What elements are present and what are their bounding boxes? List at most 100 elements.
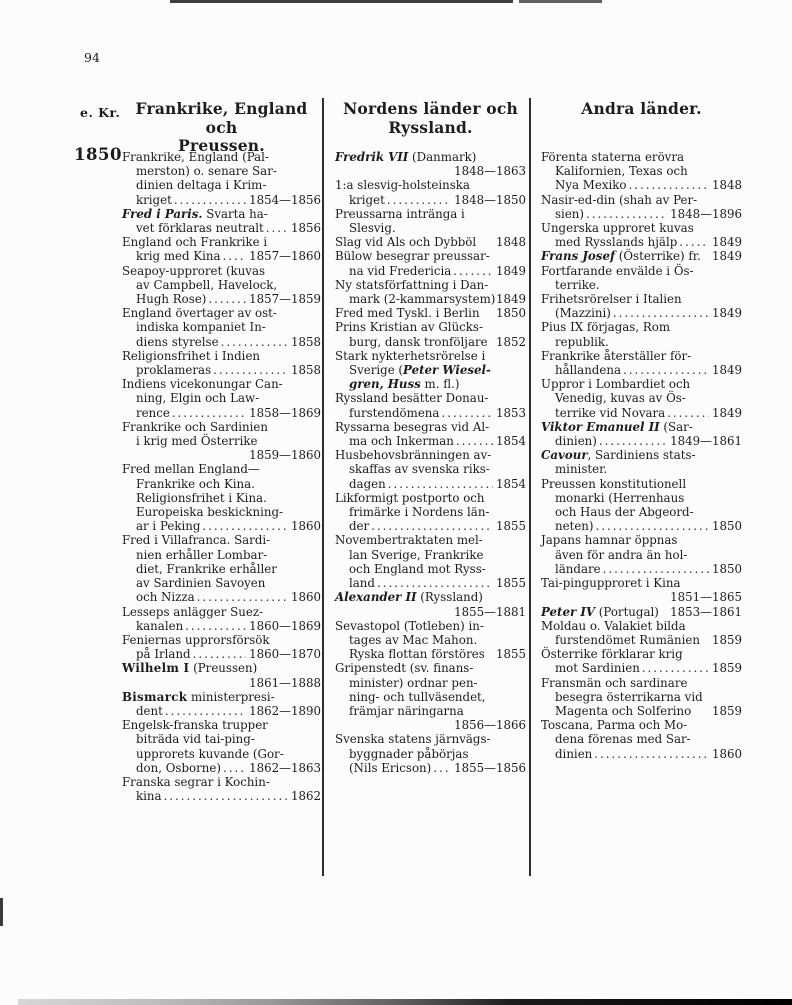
- entry-year: 1854—1856: [249, 192, 321, 207]
- entry-text: kanalen: [136, 618, 184, 633]
- entry-line: 1:a slesvig-holsteinska: [335, 178, 526, 192]
- entry-text: sien): [555, 206, 585, 221]
- column-title-line: Andra länder.: [581, 99, 702, 118]
- leader-dots: ........................................…: [220, 334, 288, 349]
- entry-line: Venedig, kuvas av Ös-: [541, 391, 742, 405]
- entry-line: (Nils Ericson)..........................…: [335, 761, 526, 775]
- entry-line: Ryssland besätter Donau-: [335, 391, 526, 405]
- entry-year: 1849: [711, 249, 742, 264]
- entry-line: kriget..................................…: [335, 193, 526, 207]
- entry-text: Gripenstedt (sv. finans-: [335, 661, 474, 676]
- entry-text: med Rysslands hjälp: [555, 235, 678, 250]
- entry-year: 1858—1869: [249, 405, 321, 420]
- entry-text: Seapoy-upproret (kuvas: [122, 263, 266, 278]
- entry-year: 1849: [711, 363, 742, 378]
- entry-line: Österrike förklarar krig: [541, 647, 742, 661]
- entry-text: diens styrelse: [136, 334, 219, 349]
- entry-text: Ryssarna besegras vid Al-: [335, 419, 490, 434]
- leader-dots: ........................................…: [171, 405, 247, 420]
- entry-line: och England mot Ryss-: [335, 562, 526, 576]
- entry-year: 1860: [290, 590, 321, 605]
- entry-line: merston) o. senare Sar-: [122, 164, 321, 178]
- entry-line: der.....................................…: [335, 519, 526, 533]
- leader-dots: ........................................…: [192, 647, 247, 662]
- entry-line: gren, Huss m. fl.): [335, 377, 526, 391]
- entry-line: dinien..................................…: [541, 747, 742, 761]
- column-andra-lander: Andra länder. Förenta staterna erövra Kal…: [541, 99, 742, 761]
- entry-year: 1849: [495, 292, 526, 307]
- entry-text: även för andra än hol-: [555, 547, 688, 562]
- entry-text: Preussarna intränga i: [335, 206, 465, 221]
- entry-year: 1851—1865: [670, 590, 742, 605]
- entry-line: ländare.................................…: [541, 562, 742, 576]
- entry-year: 1850: [711, 561, 742, 576]
- entry-line: vet förklaras neutralt..................…: [122, 221, 321, 235]
- entry-year: 1854: [495, 434, 526, 449]
- entry-year: 1857—1859: [249, 292, 321, 307]
- leader-dots: ........................................…: [667, 405, 709, 420]
- column-header: Andra länder.: [541, 99, 742, 150]
- column-header: Frankrike, England och Preussen.: [122, 99, 321, 154]
- entry-text: Venedig, kuvas av Ös-: [555, 391, 686, 406]
- entry-line: dinien).................................…: [541, 434, 742, 448]
- entry-line: av Campbell, Havelock,: [122, 278, 321, 292]
- entry-text: Ryssland besätter Donau-: [335, 391, 489, 406]
- entry-text: Ryska flottan förstöres: [349, 647, 485, 662]
- entry-line: Europeiska beskickning-: [122, 505, 321, 519]
- entry-text: burg, dansk tronföljare: [349, 334, 488, 349]
- entry-text: Japans hamnar öppnas: [541, 533, 678, 548]
- entry-text: land: [349, 576, 375, 591]
- entry-line: diet, Frankrike erhåller: [122, 562, 321, 576]
- entry-line: upprorets kuvande (Gor-: [122, 747, 321, 761]
- entry-line: 1856—1866: [335, 718, 526, 732]
- entry-line: Moldau o. Valakiet bilda: [541, 619, 742, 633]
- entry-year: 1853—1861: [670, 604, 742, 619]
- entry-line: även för andra än hol-: [541, 548, 742, 562]
- entry-line: neten)..................................…: [541, 519, 742, 533]
- entry-line: ma och Inkerman.........................…: [335, 434, 526, 448]
- column-title-line: Preussen.: [178, 136, 265, 155]
- entry-text: ländare: [555, 561, 601, 576]
- entry-text: och Nizza: [136, 590, 195, 605]
- entry-text: ning, Elgin och Law-: [136, 391, 260, 406]
- entry-text: hållandena: [555, 363, 621, 378]
- entry-text: Bülow besegrar preussar-: [335, 249, 490, 264]
- leader-dots: ........................................…: [173, 192, 246, 207]
- entry-line: kanalen.................................…: [122, 619, 321, 633]
- entry-line: Ungerska upproret kuvas: [541, 221, 742, 235]
- entry-line: Stark nykterhetsrörelse i: [335, 349, 526, 363]
- entry-text: Svenska statens järnvägs-: [335, 732, 491, 747]
- entry-line: Religionsfrihet i Kina.: [122, 491, 321, 505]
- entry-text: tages av Mac Mahon.: [349, 632, 478, 647]
- entry-line: på Irland...............................…: [122, 647, 321, 661]
- entry-line: ning- och tullväsendet,: [335, 690, 526, 704]
- entry-text: Peter IV (Portugal): [541, 604, 659, 619]
- entry-text: upprorets kuvande (Gor-: [136, 746, 284, 761]
- entry-text: Frankrike, England (Pal-: [122, 150, 269, 164]
- entry-year: 1848—1863: [454, 164, 526, 179]
- entry-text: och England mot Ryss-: [349, 561, 486, 576]
- entry-line: mot Sardinien...........................…: [541, 661, 742, 675]
- leader-dots: ........................................…: [164, 703, 246, 718]
- leader-dots: ........................................…: [202, 519, 288, 534]
- entry-line: Fortfarande envälde i Ös-: [541, 264, 742, 278]
- entry-line: Prins Kristian av Glücks-: [335, 320, 526, 334]
- entry-year: 1849—1861: [670, 434, 742, 449]
- entry-line: Gripenstedt (sv. finans-: [335, 661, 526, 675]
- entry-text: gren, Huss m. fl.): [349, 377, 460, 392]
- column-body: Förenta staterna erövra Kalifornien, Texa…: [541, 150, 742, 761]
- entry-text: Pius IX förjagas, Rom: [541, 320, 671, 335]
- entry-year: 1848: [495, 235, 526, 250]
- entry-line: Förenta staterna erövra: [541, 150, 742, 164]
- entry-text: na vid Fredericia: [349, 263, 452, 278]
- entry-line: minister.: [541, 462, 742, 476]
- entry-line: terrike.: [541, 278, 742, 292]
- entry-text: Novembertraktaten mel-: [335, 533, 483, 548]
- leader-dots: ........................................…: [441, 405, 493, 420]
- column-body: Frankrike, England (Pal-merston) o. sena…: [122, 150, 321, 803]
- entry-line: sien)...................................…: [541, 207, 742, 221]
- scan-edge-line-top-right: [519, 0, 602, 3]
- entry-text: kina: [136, 789, 162, 804]
- entry-text: Husbehovsbränningen av-: [335, 448, 492, 463]
